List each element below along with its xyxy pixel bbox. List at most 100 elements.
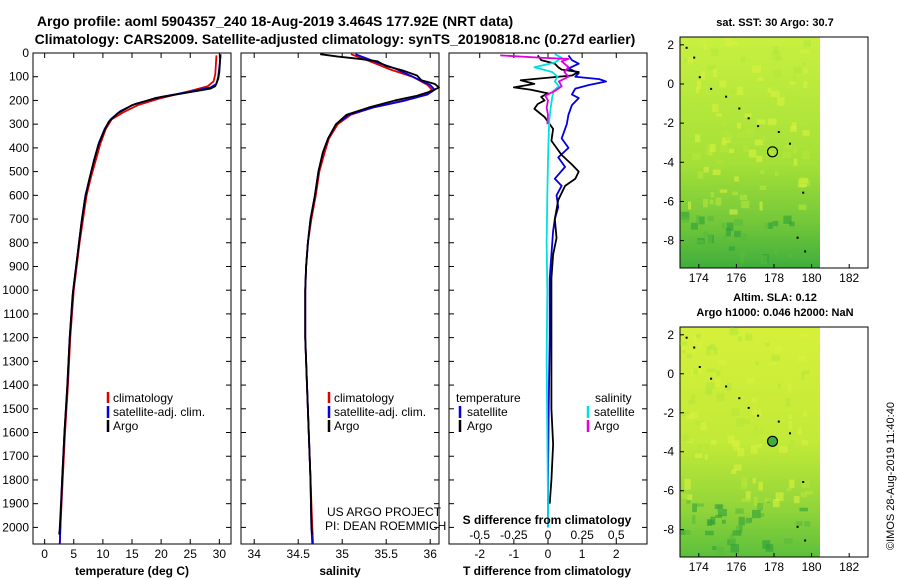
salinity-xlabel: salinity <box>319 564 361 578</box>
map-texture-cell <box>717 99 723 106</box>
map-texture-cell <box>803 40 811 48</box>
map-texture-cell <box>680 341 687 346</box>
title-line-1: Argo profile: aoml 5904357_240 18-Aug-20… <box>37 13 513 29</box>
x-tick-label: 2 <box>613 547 620 561</box>
top-x-tick-label: -0.25 <box>500 528 528 542</box>
map-texture-cell <box>801 332 809 338</box>
map-texture-cell <box>800 492 808 498</box>
map-texture-cell <box>732 530 742 536</box>
y-tick-label: 0 <box>22 46 29 60</box>
map-texture-cell <box>793 66 802 74</box>
island-speck <box>757 414 760 417</box>
map-texture-cell <box>789 440 795 445</box>
map-texture-cell <box>748 149 757 158</box>
island-speck <box>802 481 805 483</box>
map-y-tick-label: 0 <box>667 367 674 381</box>
island-speck <box>804 250 807 253</box>
island-speck <box>796 236 799 239</box>
x-tick-label: -1 <box>509 547 520 561</box>
y-tick-label: 1900 <box>2 497 29 511</box>
map-texture-cell <box>745 491 751 500</box>
map-texture-cell <box>690 222 698 230</box>
map-texture-cell <box>800 49 810 54</box>
y-tick-label: 200 <box>9 93 29 107</box>
sst-map-title: sat. SST: 30 Argo: 30.7 <box>716 17 834 29</box>
island-speck <box>685 46 688 49</box>
map-texture-cell <box>753 497 758 506</box>
island-speck <box>804 539 807 542</box>
map-y-tick-label: -2 <box>663 116 674 130</box>
title-line-2: Climatology: CARS2009. Satellite-adjuste… <box>35 31 636 47</box>
map-texture-cell <box>696 368 703 375</box>
map-texture-cell <box>684 530 691 535</box>
map-texture-cell <box>709 143 716 152</box>
map-texture-cell <box>716 393 725 401</box>
map-texture-cell <box>703 231 709 237</box>
map-texture-cell <box>750 444 758 454</box>
x-tick-label: 35 <box>336 547 350 561</box>
map-texture-cell <box>721 519 726 524</box>
x-tick-label: 35.5 <box>375 547 399 561</box>
map-texture-cell <box>716 113 722 117</box>
map-texture-cell <box>742 418 751 424</box>
map-texture-cell <box>734 230 742 238</box>
x-tick-label: 10 <box>96 547 110 561</box>
series-line-salinity-argo <box>500 54 570 125</box>
map-texture-cell <box>694 453 703 459</box>
legend-label-satellite: satellite-adj. clim. <box>113 405 205 419</box>
y-tick-label: 100 <box>9 70 29 84</box>
map-texture-cell <box>797 427 802 435</box>
island-speck <box>789 142 791 145</box>
legend-heading-temperature: temperature <box>456 391 521 405</box>
legend-heading-salinity: salinity <box>595 391 632 405</box>
map-x-tick-label: 180 <box>802 560 822 574</box>
map-texture-cell <box>740 254 744 264</box>
x-tick-label: 1 <box>579 547 586 561</box>
island-speck <box>747 117 750 120</box>
top-x-tick-label: -0.5 <box>469 528 490 542</box>
map-texture-cell <box>741 477 748 486</box>
y-tick-label: 1700 <box>2 449 29 463</box>
map-texture-cell <box>681 216 690 223</box>
top-x-tick-label: 0.5 <box>608 528 625 542</box>
map-texture-cell <box>736 86 744 96</box>
legend-label-temp-argo: Argo <box>467 419 493 433</box>
map-texture-cell <box>744 113 752 118</box>
map-texture-cell <box>752 478 756 484</box>
y-tick-label: 300 <box>9 117 29 131</box>
map-texture-cell <box>731 440 740 447</box>
map-texture-cell <box>709 199 714 205</box>
map-texture-cell <box>739 233 748 242</box>
map-texture-cell <box>730 41 739 46</box>
map-texture-cell <box>786 487 792 492</box>
map-x-tick-label: 176 <box>726 560 746 574</box>
map-texture-cell <box>712 68 717 78</box>
map-texture-cell <box>684 485 691 490</box>
map-texture-cell <box>747 377 755 384</box>
map-texture-cell <box>694 337 702 345</box>
map-texture-cell <box>737 448 745 457</box>
map-texture-cell <box>785 398 791 407</box>
legend-label-sal-argo: Argo <box>594 419 620 433</box>
island-speck <box>685 336 688 339</box>
map-texture-cell <box>705 144 710 150</box>
map-texture-cell <box>686 414 694 420</box>
map-x-tick-label: 182 <box>839 271 859 285</box>
x-tick-label: 5 <box>70 547 77 561</box>
map-texture-cell <box>706 114 712 119</box>
map-y-tick-label: -6 <box>663 194 674 208</box>
top-x-tick-label: 0 <box>545 528 552 542</box>
map-texture-cell <box>735 508 744 514</box>
map-texture-cell <box>731 469 737 474</box>
legend-label-climatology: climatology <box>334 391 394 405</box>
map-texture-cell <box>690 411 699 419</box>
map-texture-cell <box>752 509 761 519</box>
map-texture-cell <box>786 444 793 449</box>
x-tick-label: -2 <box>474 547 485 561</box>
map-texture-cell <box>728 246 735 251</box>
map-texture-cell <box>706 346 711 356</box>
difference-legend: temperature salinity satellite Argo sate… <box>456 391 635 433</box>
map-texture-cell <box>789 221 795 227</box>
island-speck <box>725 385 728 388</box>
